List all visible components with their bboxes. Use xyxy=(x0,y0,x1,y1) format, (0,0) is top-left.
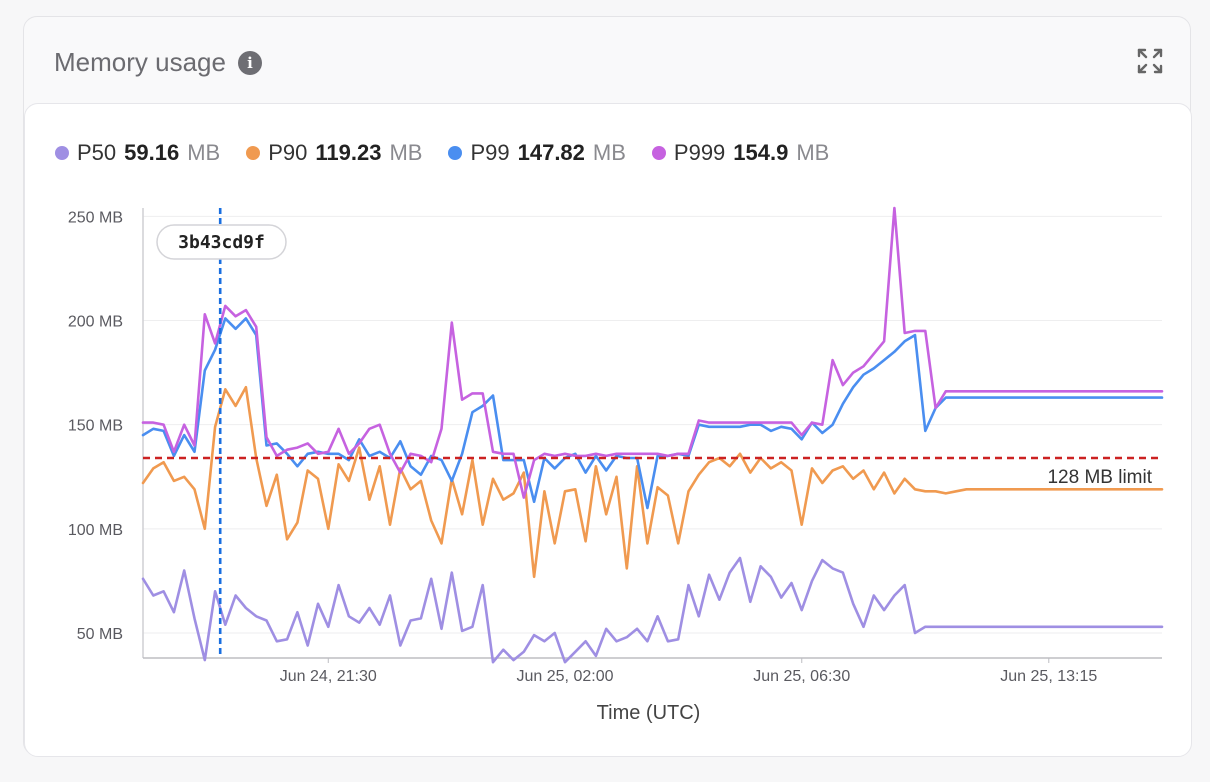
legend-name: P90 xyxy=(268,140,308,165)
legend-unit: MB xyxy=(187,140,221,165)
y-tick-label: 150 MB xyxy=(68,418,123,435)
chart-panel: P50 59.16 MB P90 119.23 MB P99 147.82 MB… xyxy=(24,103,1192,757)
x-tick-label: Jun 25, 13:15 xyxy=(1000,668,1097,685)
legend-name: P99 xyxy=(470,140,510,165)
series-line-p90 xyxy=(141,385,1164,579)
deploy-marker-pill xyxy=(156,224,287,260)
legend-dot-p50 xyxy=(55,146,69,160)
legend-unit: MB xyxy=(389,140,423,165)
series-line-p99 xyxy=(141,317,1164,510)
x-tick-label: Jun 24, 21:30 xyxy=(280,668,377,685)
legend-item-p99[interactable]: P99 147.82 MB xyxy=(448,140,626,166)
legend-unit: MB xyxy=(592,140,626,165)
legend-value: 119.23 xyxy=(315,140,382,165)
legend-name: P50 xyxy=(77,140,117,165)
legend-dot-p90 xyxy=(246,146,261,160)
legend-name: P999 xyxy=(673,140,726,165)
legend-dot-p99 xyxy=(448,146,463,160)
deploy-marker-badge[interactable]: 3b43cd9f xyxy=(156,224,287,260)
y-tick-label: 200 MB xyxy=(68,314,123,331)
legend-dot-p999 xyxy=(651,146,666,160)
series-line-p999 xyxy=(141,206,1164,499)
threshold-label: 128 MB limit xyxy=(1047,467,1152,488)
legend-value: 59.16 xyxy=(124,140,180,165)
legend-unit: MB xyxy=(796,140,830,165)
info-icon[interactable]: i xyxy=(237,50,262,75)
x-tick-label: Jun 25, 02:00 xyxy=(517,668,614,685)
x-axis-title: Time (UTC) xyxy=(597,702,701,724)
legend-value: 154.9 xyxy=(733,140,789,165)
legend-item-p50[interactable]: P50 59.16 MB xyxy=(55,140,220,166)
expand-icon[interactable] xyxy=(1136,47,1164,75)
legend: P50 59.16 MB P90 119.23 MB P99 147.82 MB… xyxy=(55,140,829,166)
card-header: Memory usage i xyxy=(54,47,262,78)
y-tick-label: 250 MB xyxy=(68,209,123,226)
card-title: Memory usage xyxy=(54,47,226,77)
y-tick-label: 50 MB xyxy=(77,626,123,643)
deploy-marker-label: 3b43cd9f xyxy=(178,232,265,253)
legend-value: 147.82 xyxy=(517,140,585,165)
legend-item-p90[interactable]: P90 119.23 MB xyxy=(246,140,422,166)
y-tick-label: 100 MB xyxy=(68,522,123,539)
series-line-p50 xyxy=(141,556,1164,664)
legend-item-p999[interactable]: P999 154.9 MB xyxy=(651,140,830,166)
x-tick-label: Jun 25, 06:30 xyxy=(753,668,850,685)
